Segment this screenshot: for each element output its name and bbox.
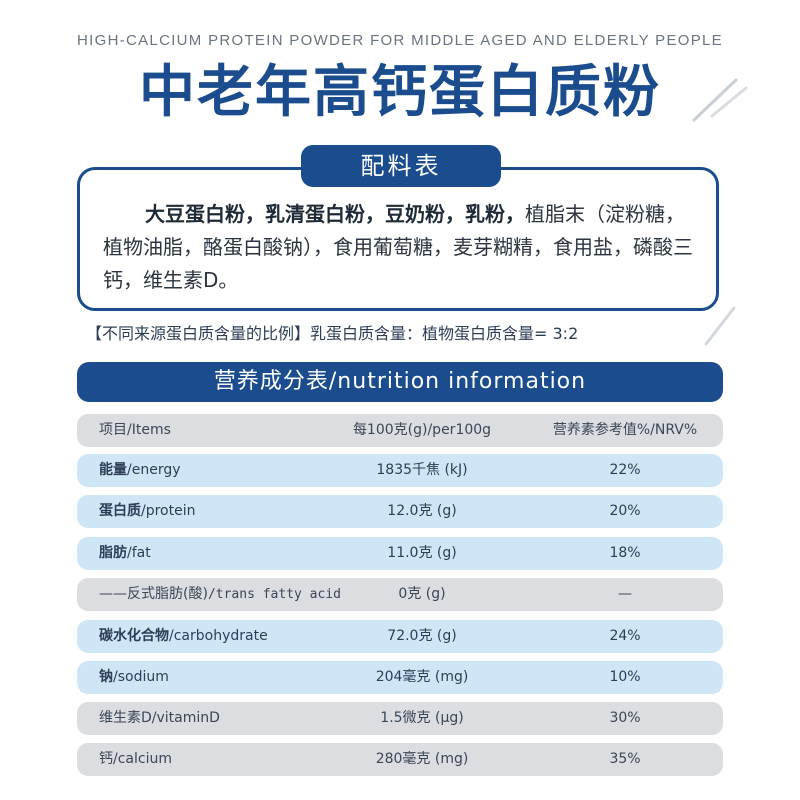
nutrient-value: 1.5微克 (μg) (380, 710, 464, 726)
nutrient-nrv: 30% (609, 710, 641, 726)
nutrient-nrv: 22% (609, 462, 641, 478)
nutrient-name-en: /energy (127, 462, 181, 478)
english-subtitle: HIGH-CALCIUM PROTEIN POWDER FOR MIDDLE A… (77, 32, 723, 49)
ingredients-text: 大豆蛋白粉，乳清蛋白粉，豆奶粉，乳粉，植脂末（淀粉糖，植物油脂，酪蛋白酸钠），食… (103, 198, 699, 297)
nutrient-name-en: /carbohydrate (169, 628, 268, 644)
header-per100g: 每100克(g)/per100g (352, 422, 492, 438)
nutrient-name-en: /sodium (113, 669, 169, 685)
nutrient-nrv: 35% (609, 751, 641, 767)
nutrient-value: 280毫克 (mg) (375, 751, 469, 767)
nutrient-name-en: /calcium (113, 751, 172, 767)
nutrient-name-en: /trans fatty acid (207, 587, 341, 602)
ingredients-bold-text: 大豆蛋白粉，乳清蛋白粉，豆奶粉，乳粉， (145, 202, 525, 226)
nutrient-name-en: /vitaminD (151, 710, 220, 726)
nutrient-nrv: 20% (609, 503, 641, 519)
nutrient-value: 11.0克 (g) (387, 545, 457, 561)
decorative-swoosh-icon (692, 78, 748, 122)
nutrient-value: 72.0克 (g) (387, 628, 457, 644)
table-row: 碳水化合物/carbohydrate 72.0克 (g) 24% (77, 620, 723, 653)
nutrient-name: 能量 (99, 462, 127, 478)
nutrient-name: 钠 (99, 669, 113, 685)
product-title: 中老年高钙蛋白质粉 (139, 60, 661, 125)
nutrient-value: 204毫克 (mg) (375, 669, 469, 685)
nutrient-name: 维生素D (99, 710, 152, 726)
protein-ratio-note: 【不同来源蛋白质含量的比例】乳蛋白质含量：植物蛋白质含量= 3:2 (86, 324, 579, 343)
nutrient-name: 脂肪 (99, 545, 127, 561)
table-row: 维生素D/vitaminD 1.5微克 (μg) 30% (77, 702, 723, 735)
nutrient-name: 碳水化合物 (99, 628, 169, 644)
nutrient-name: 蛋白质 (99, 503, 141, 519)
table-row: ——反式脂肪(酸)/trans fatty acid 0克 (g) — (77, 578, 723, 611)
ingredients-rest-text: 植脂末（淀粉糖，植物油脂，酪蛋白酸钠），食用葡萄糖，麦芽糊精，食用盐，磷酸三钙，… (103, 202, 693, 292)
nutrient-nrv: 24% (609, 628, 641, 644)
header-item: 项目/Items (99, 422, 171, 438)
table-row: 蛋白质/protein 12.0克 (g) 20% (77, 495, 723, 528)
nutrient-value: 0克 (g) (398, 586, 446, 602)
nutrient-name-en: /protein (141, 503, 196, 519)
nutrient-name-en: /fat (127, 545, 151, 561)
ingredients-label: 配料表 (301, 145, 501, 187)
nutrient-nrv: 10% (609, 669, 641, 685)
nutrient-nrv: — (618, 586, 632, 602)
table-row: 脂肪/fat 11.0克 (g) 18% (77, 537, 723, 570)
table-row: 能量/energy 1835千焦 (kJ) 22% (77, 454, 723, 487)
nutrient-value: 12.0克 (g) (387, 503, 457, 519)
nutrient-value: 1835千焦 (kJ) (376, 462, 468, 478)
nutrient-nrv: 18% (609, 545, 641, 561)
nutrition-title: 营养成分表/nutrition information (77, 362, 723, 402)
table-row: 钠/sodium 204毫克 (mg) 10% (77, 661, 723, 694)
header-nrv: 营养素参考值%/NRV% (552, 422, 698, 438)
nutrient-name: ——反式脂肪(酸) (99, 586, 208, 602)
nutrition-header-row: 项目/Items 每100克(g)/per100g 营养素参考值%/NRV% (77, 414, 723, 447)
decorative-swoosh-icon (704, 306, 736, 346)
nutrient-name: 钙 (99, 751, 113, 767)
table-row: 钙/calcium 280毫克 (mg) 35% (77, 743, 723, 776)
